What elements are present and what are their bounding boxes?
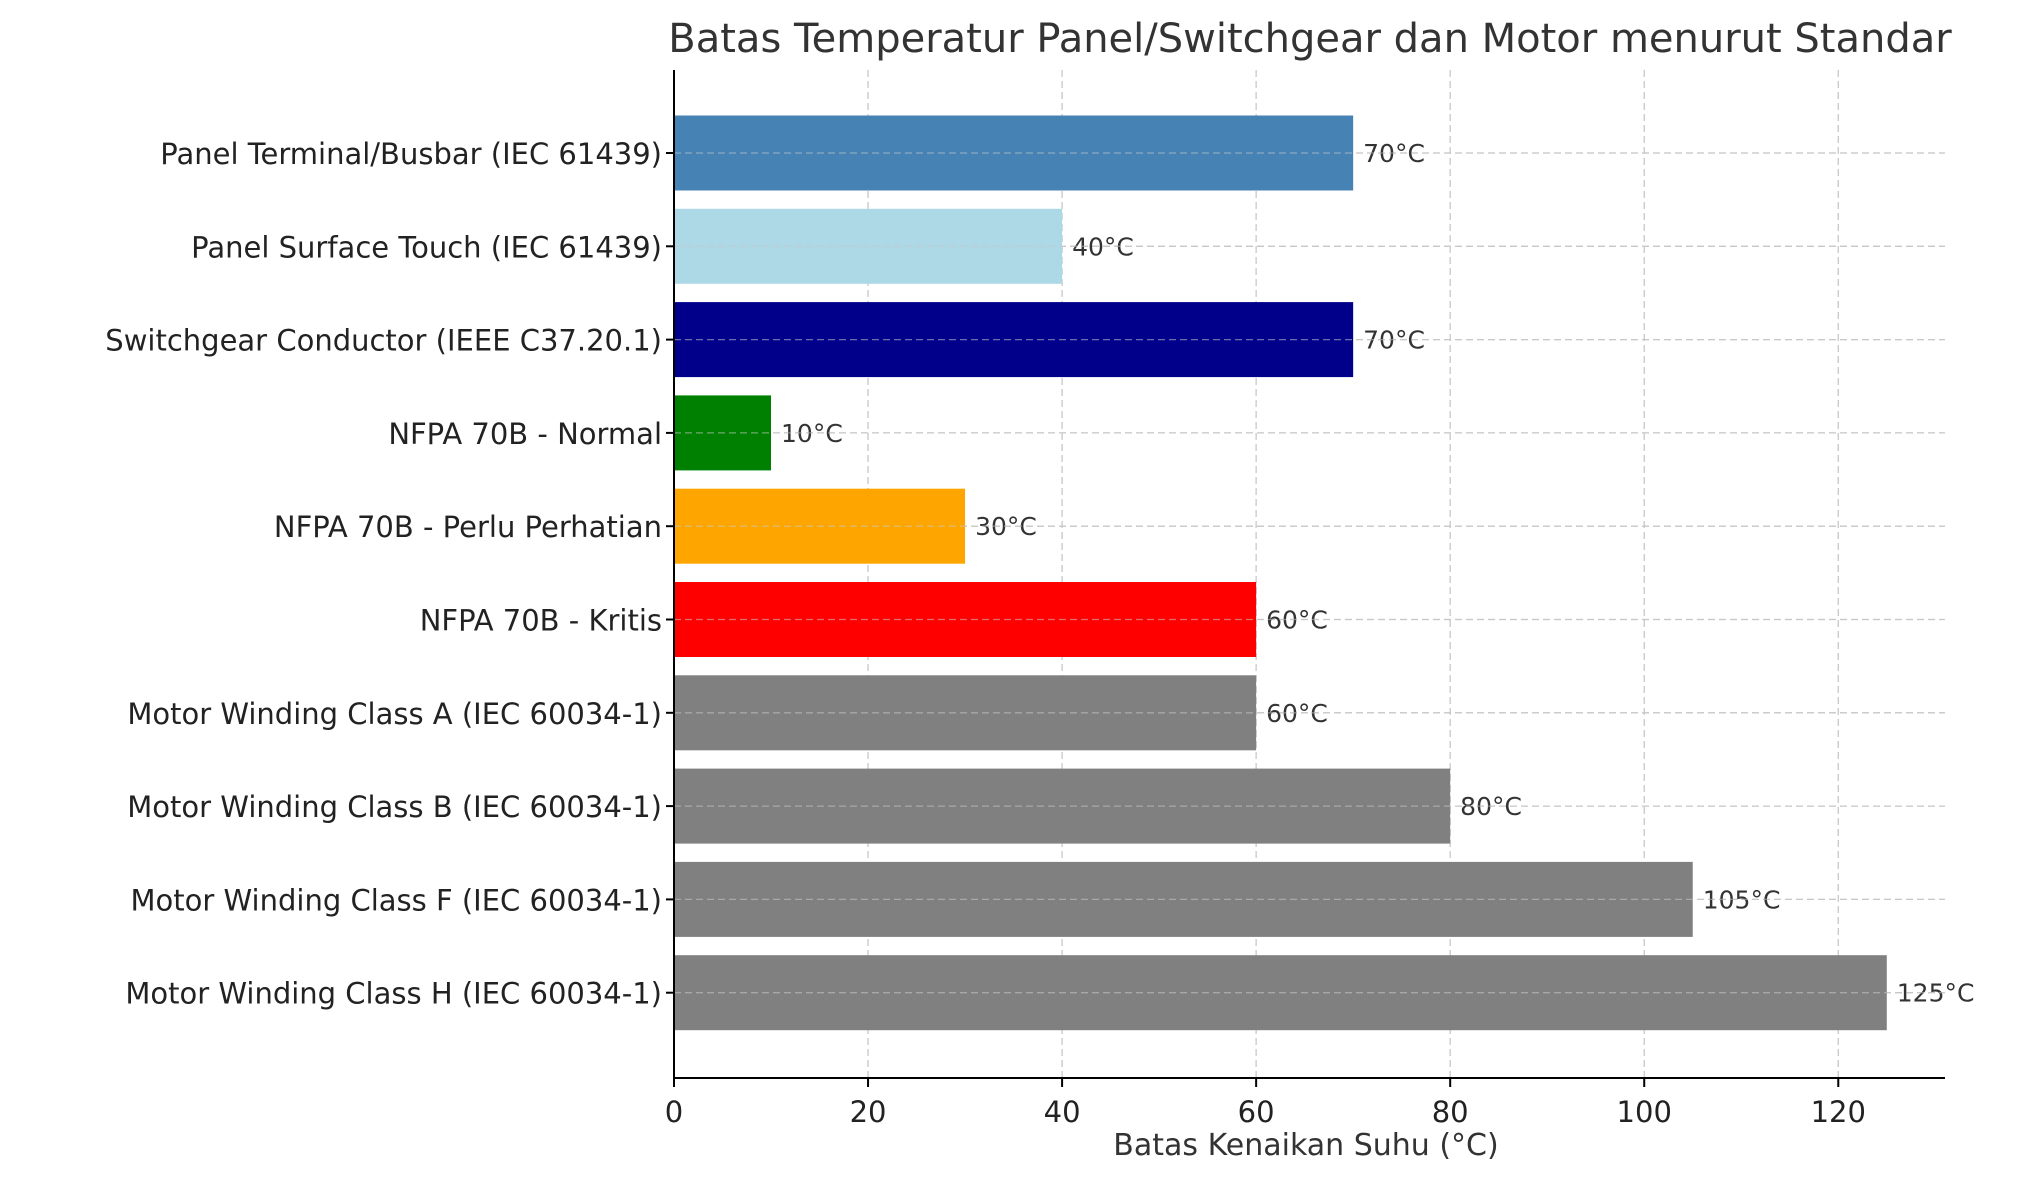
category-label: Panel Surface Touch (IEC 61439) [191,230,662,264]
category-label: NFPA 70B - Kritis [420,604,662,638]
x-tick-label: 20 [850,1095,887,1129]
axes [673,70,1945,1079]
category-label: Panel Terminal/Busbar (IEC 61439) [160,137,662,171]
category-label: Switchgear Conductor (IEEE C37.20.1) [105,324,662,358]
category-label: Motor Winding Class F (IEC 60034-1) [130,883,662,917]
x-axis-label: Batas Kenaikan Suhu (°C) [1113,1128,1498,1163]
category-label: NFPA 70B - Perlu Perhatian [274,510,662,544]
category-label: Motor Winding Class H (IEC 60034-1) [125,977,662,1011]
category-labels: Panel Terminal/Busbar (IEC 61439) Panel S… [105,137,662,1011]
x-tick-label: 120 [1811,1095,1866,1129]
x-ticks: 0 20 40 60 80 100 120 [665,152,1866,1129]
category-label: Motor Winding Class B (IEC 60034-1) [127,790,662,824]
x-tick-label: 40 [1044,1095,1081,1129]
x-tick-label: 80 [1432,1095,1469,1129]
category-label: NFPA 70B - Normal [388,417,662,451]
x-tick-label: 60 [1238,1095,1275,1129]
x-tick-label: 0 [665,1095,683,1129]
chart-title: Batas Temperatur Panel/Switchgear dan Mo… [668,16,1952,62]
value-labels: 70°C40°C70°C10°C30°C60°C60°C80°C105°C125… [674,139,1974,1008]
x-tick-label: 100 [1617,1095,1672,1129]
category-label: Motor Winding Class A (IEC 60034-1) [127,697,662,731]
